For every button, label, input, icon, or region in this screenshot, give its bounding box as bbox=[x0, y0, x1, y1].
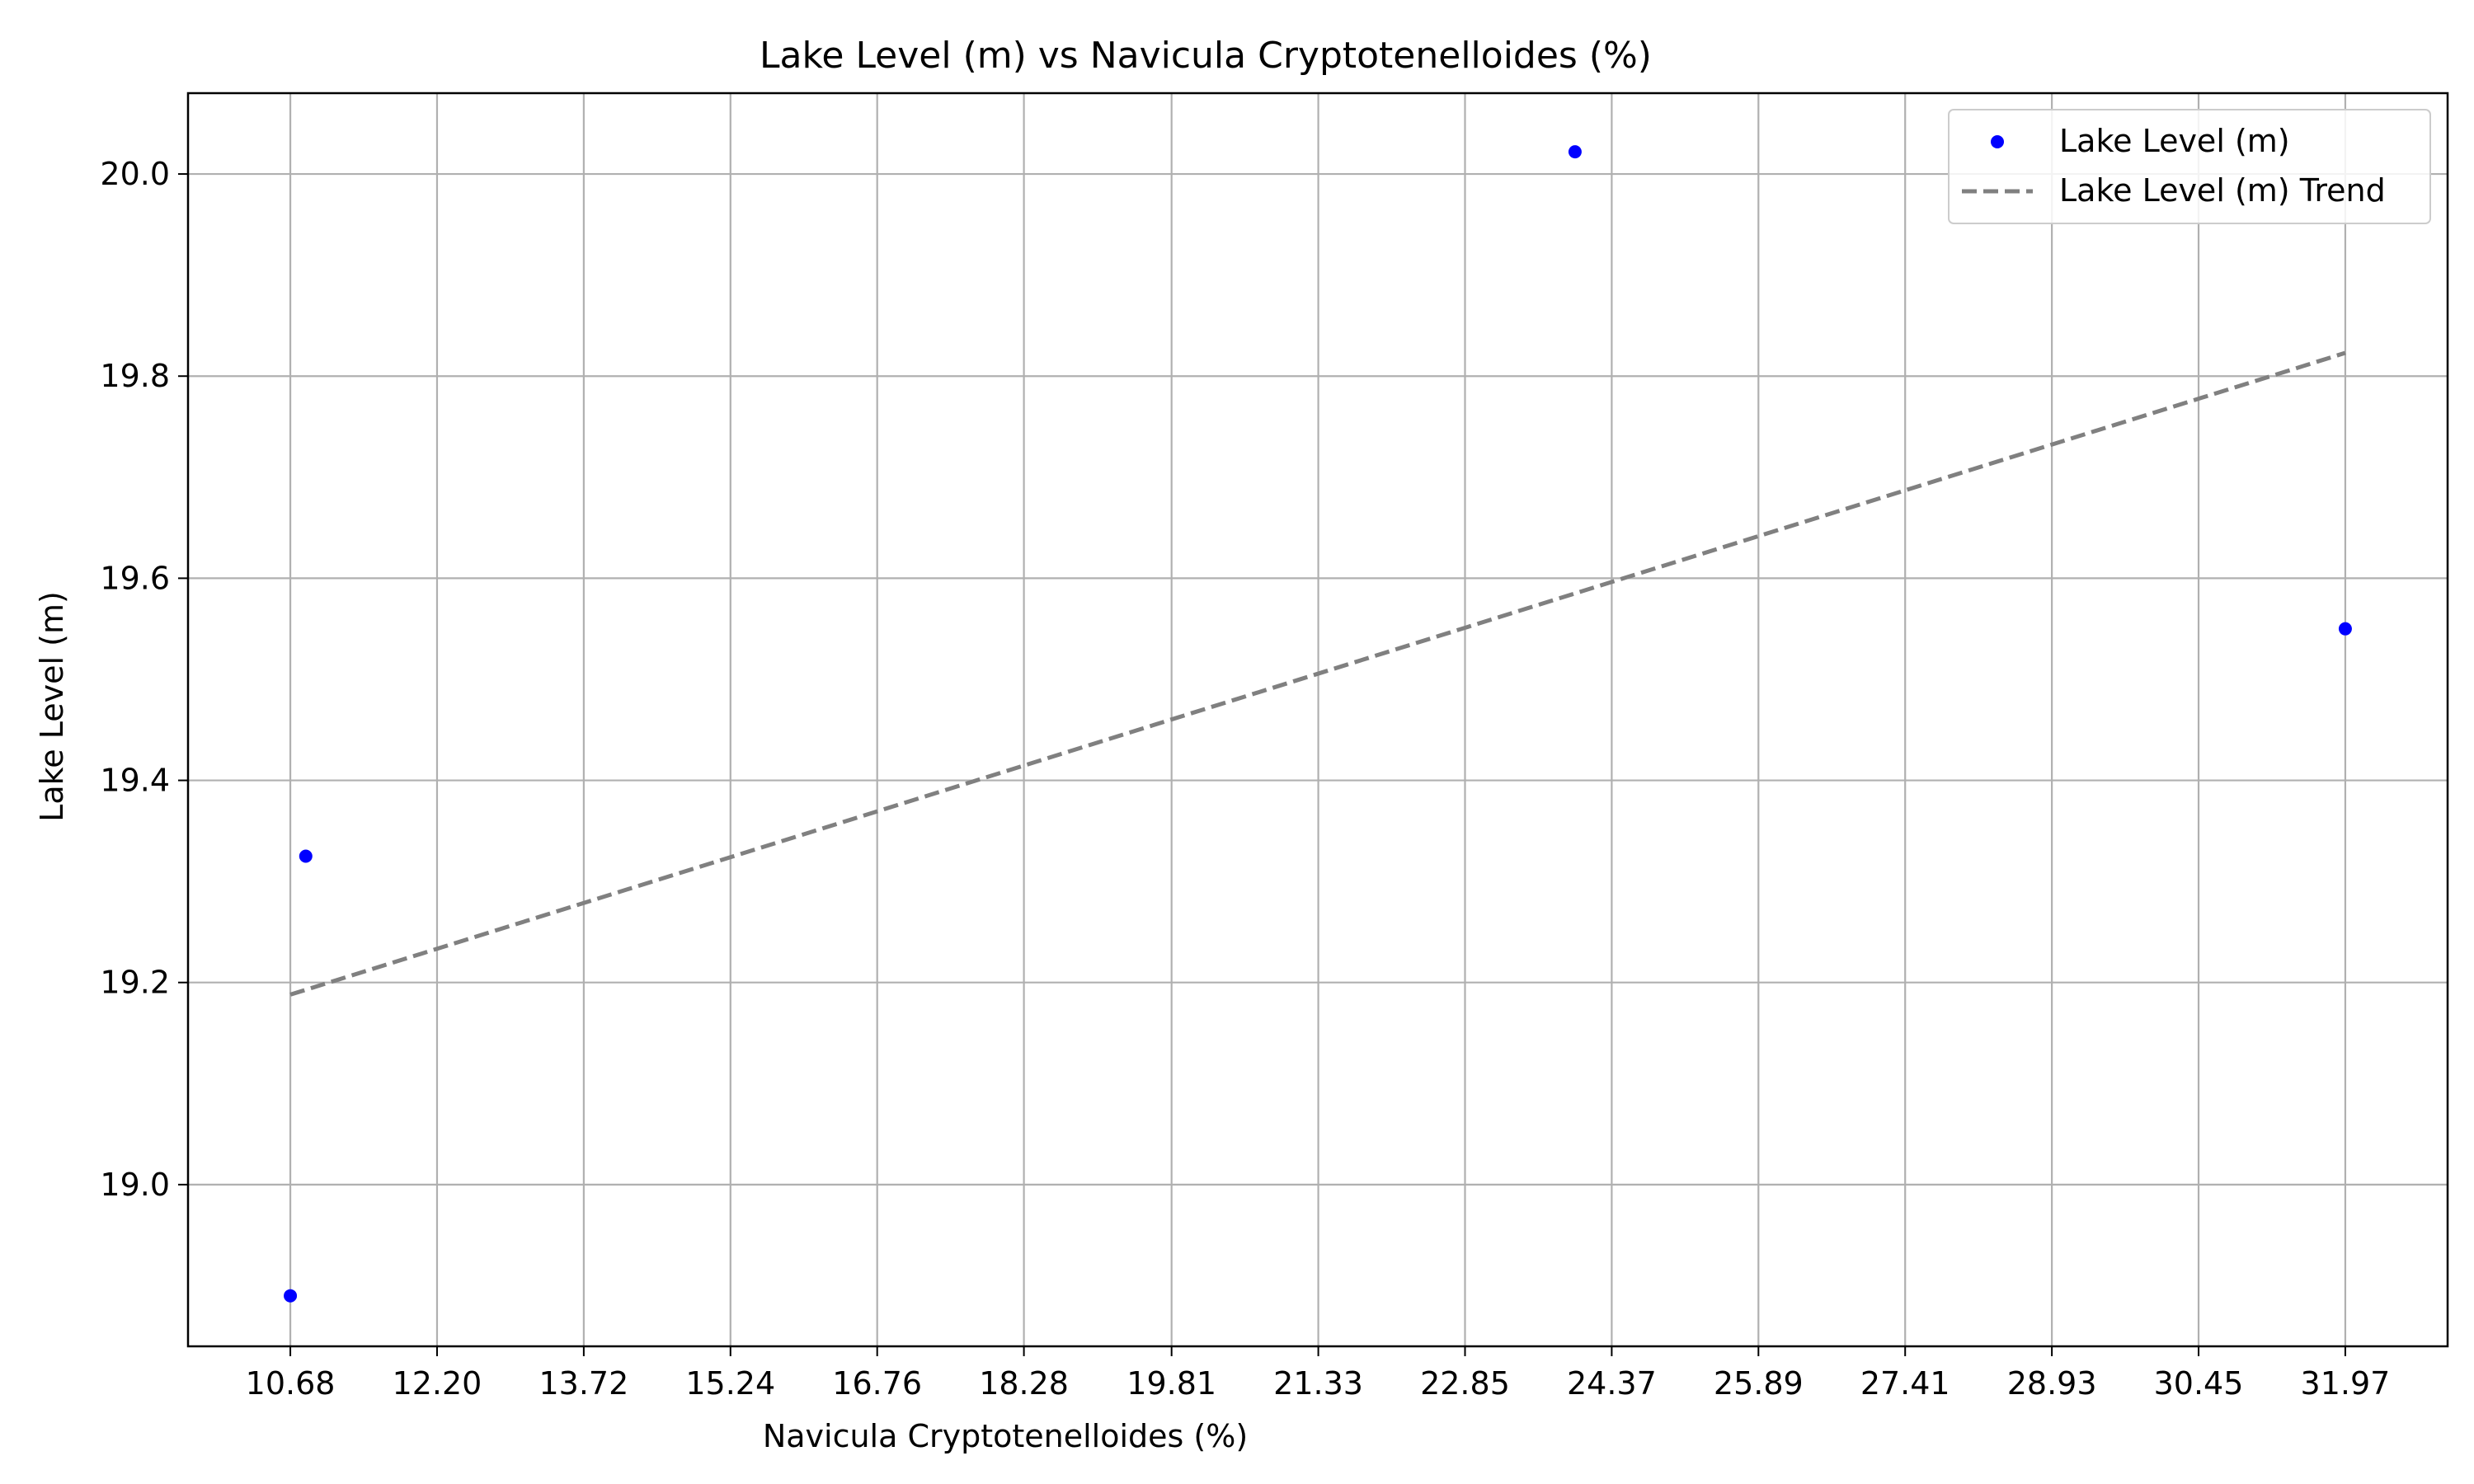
x-tick-label: 13.72 bbox=[539, 1365, 628, 1402]
x-tick-label: 10.68 bbox=[246, 1365, 336, 1402]
legend-marker-scatter bbox=[1991, 135, 2004, 148]
x-tick-label: 30.45 bbox=[2154, 1365, 2244, 1402]
x-axis-label: Navicula Cryptotenelloides (%) bbox=[763, 1418, 1248, 1454]
data-point bbox=[299, 849, 313, 863]
x-tick-label: 22.85 bbox=[1420, 1365, 1510, 1402]
data-point bbox=[2338, 622, 2352, 636]
x-tick-label: 12.20 bbox=[393, 1365, 482, 1402]
y-tick-label: 19.4 bbox=[100, 763, 170, 799]
point-layer bbox=[284, 145, 2352, 1303]
x-tick-label: 25.89 bbox=[1714, 1365, 1804, 1402]
chart-title: Lake Level (m) vs Navicula Cryptotenello… bbox=[760, 35, 1652, 77]
legend-box bbox=[1948, 109, 2431, 224]
y-tick-label: 19.8 bbox=[100, 358, 170, 394]
x-tick-label: 27.41 bbox=[1860, 1365, 1950, 1402]
y-tick-label: 19.6 bbox=[100, 560, 170, 596]
x-tick-label: 18.28 bbox=[979, 1365, 1069, 1402]
y-tick-label: 19.0 bbox=[100, 1167, 170, 1203]
x-tick-label: 16.76 bbox=[832, 1365, 922, 1402]
grid bbox=[188, 93, 2448, 1346]
y-axis-label: Lake Level (m) bbox=[34, 591, 70, 822]
legend: Lake Level (m) Lake Level (m) Trend bbox=[1948, 109, 2431, 224]
data-point bbox=[1568, 145, 1582, 159]
y-tick-label: 19.2 bbox=[100, 965, 170, 1001]
x-tick-label: 19.81 bbox=[1126, 1365, 1216, 1402]
x-tick-label: 31.97 bbox=[2301, 1365, 2391, 1402]
x-axis-ticks: 10.68 12.20 13.72 15.24 16.76 18.28 19.81 21.33… bbox=[246, 1346, 2391, 1402]
trend-layer bbox=[289, 350, 2346, 997]
x-tick-label: 24.37 bbox=[1567, 1365, 1657, 1402]
y-tick-label: 20.0 bbox=[100, 156, 170, 192]
x-tick-label: 28.93 bbox=[2007, 1365, 2097, 1402]
x-tick-label: 15.24 bbox=[685, 1365, 775, 1402]
x-tick-label: 21.33 bbox=[1273, 1365, 1363, 1402]
legend-label-trend: Lake Level (m) Trend bbox=[2059, 172, 2386, 209]
data-point bbox=[284, 1289, 298, 1303]
legend-label-scatter: Lake Level (m) bbox=[2059, 123, 2290, 159]
trend-line bbox=[289, 350, 2346, 997]
y-axis-ticks: 19.0 19.2 19.4 19.6 19.8 20.0 bbox=[100, 156, 188, 1203]
